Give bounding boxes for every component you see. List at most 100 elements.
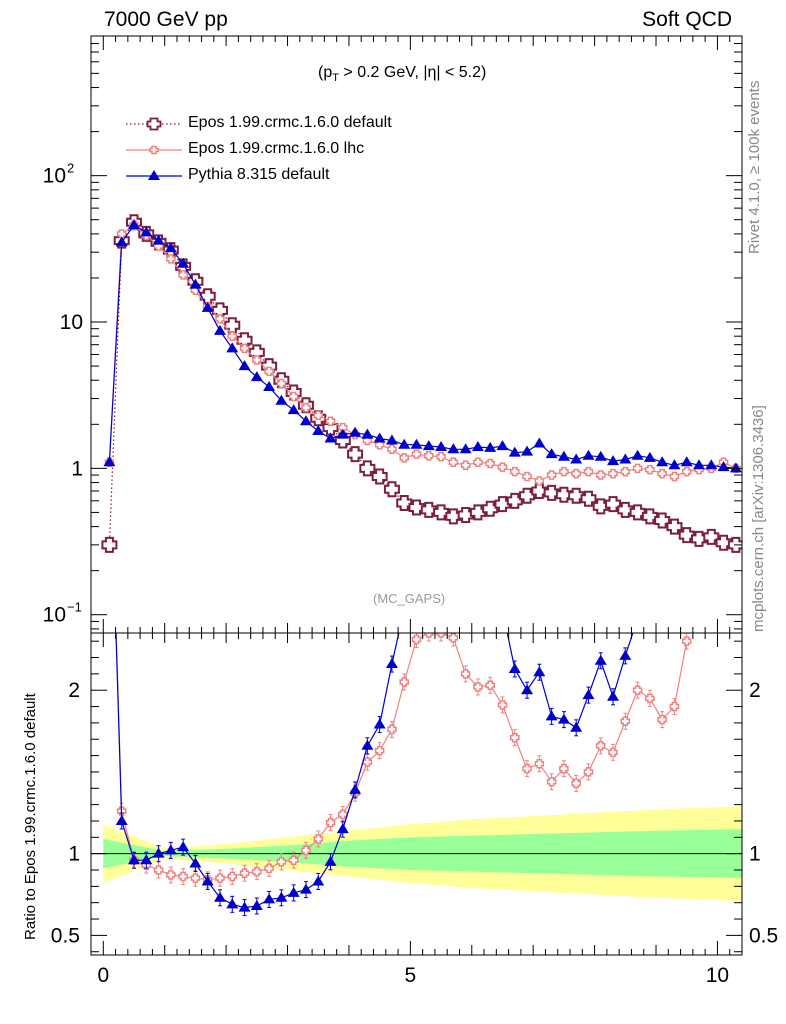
ratio-point-epos-lhc <box>227 871 238 882</box>
ratio-point-epos-lhc <box>632 685 643 695</box>
ratio-point-pythia <box>570 721 583 732</box>
ratio-point-epos-lhc <box>657 714 667 725</box>
main-point-epos-default <box>101 536 118 553</box>
analysis-watermark: (MC_GAPS) <box>373 591 446 606</box>
main-point-pythia <box>115 236 128 247</box>
ratio-point-pythia <box>127 854 140 865</box>
ratio-point-pythia <box>632 612 644 622</box>
main-point-pythia <box>680 456 693 467</box>
main-point-epos-default <box>494 496 511 513</box>
y-tick-exponent: 2 <box>67 161 74 176</box>
ratio-point-epos-lhc <box>411 634 422 645</box>
main-point-pythia <box>545 448 558 459</box>
main-point-epos-default <box>519 487 536 504</box>
ratio-point-pythia <box>545 710 558 721</box>
ratio-point-pythia <box>557 713 570 724</box>
ratio-point-pythia <box>324 855 337 866</box>
main-point-epos-default <box>654 512 671 529</box>
main-point-epos-default <box>482 500 499 517</box>
main-point-epos-default <box>605 496 622 513</box>
main-point-pythia <box>557 450 570 461</box>
main-point-pythia <box>435 440 448 451</box>
main-point-epos-default <box>678 527 695 544</box>
ratio-point-pythia <box>238 901 251 912</box>
ratio-point-epos-lhc <box>436 633 446 638</box>
ratio-point-pythia <box>693 491 705 501</box>
main-point-pythia <box>103 456 116 467</box>
ratio-point-epos-lhc <box>669 701 680 712</box>
legend-marker-pythia <box>126 170 182 180</box>
ratio-point-epos-lhc <box>583 767 594 777</box>
main-point-pythia <box>140 226 153 237</box>
ratio-point-epos-lhc <box>166 870 176 880</box>
main-point-epos-lhc <box>534 476 545 486</box>
main-point-pythia <box>201 301 214 312</box>
ratio-y-tick-label-left: 1 <box>68 843 80 866</box>
ratio-point-epos-lhc <box>595 741 606 751</box>
ratio-point-pythia <box>607 690 620 701</box>
main-point-epos-lhc <box>460 460 471 471</box>
ratio-y-tick-label-right: 2 <box>749 679 761 702</box>
cut-label-subscript: T <box>332 72 339 85</box>
main-point-epos-lhc <box>497 462 508 472</box>
ratio-point-pythia <box>152 847 165 858</box>
main-point-epos-lhc <box>669 471 680 482</box>
main-point-epos-lhc <box>227 331 238 341</box>
main-panel-series <box>101 214 742 553</box>
ratio-point-pythia <box>115 814 128 825</box>
x-tick-label: 5 <box>405 964 417 987</box>
ratio-point-pythia <box>705 506 717 516</box>
ratio-point-pythia <box>189 857 202 868</box>
main-point-pythia <box>619 453 632 464</box>
main-point-pythia <box>729 462 742 473</box>
ratio-point-pythia <box>521 684 534 695</box>
main-point-epos-default <box>199 288 216 305</box>
ratio-point-pythia <box>533 666 546 677</box>
ratio-point-epos-lhc <box>510 732 520 743</box>
main-point-epos-default <box>408 499 425 516</box>
ratio-point-pythia <box>164 844 177 855</box>
ratio-point-pythia <box>299 883 312 894</box>
legend-label-epos-lhc: Epos 1.99.crmc.1.6.0 lhc <box>188 140 365 157</box>
ratio-point-pythia <box>373 718 386 729</box>
ratio-point-pythia <box>447 542 459 552</box>
main-point-epos-default <box>592 498 609 515</box>
ratio-point-pythia <box>385 658 398 669</box>
ratio-point-pythia <box>435 553 447 563</box>
main-point-epos-default <box>691 530 708 547</box>
ratio-panel-frame <box>90 632 743 956</box>
ratio-point-epos-lhc <box>681 636 692 646</box>
main-point-epos-lhc <box>325 416 336 426</box>
ratio-point-epos-lhc <box>608 747 618 758</box>
main-point-epos-lhc <box>559 466 569 477</box>
ratio-point-pythia <box>472 553 484 563</box>
ratio-point-pythia <box>656 602 668 612</box>
ratio-point-epos-lhc <box>620 716 631 727</box>
main-point-pythia <box>656 456 669 467</box>
main-point-epos-default <box>629 504 646 521</box>
main-point-epos-lhc <box>387 444 397 455</box>
main-point-epos-lhc <box>510 466 520 477</box>
main-point-pythia <box>263 380 276 391</box>
ratio-point-pythia <box>226 898 239 909</box>
mc-uncertainty-band <box>91 806 742 902</box>
main-point-pythia <box>152 234 165 245</box>
x-tick-label: 10 <box>706 964 729 987</box>
main-point-epos-lhc <box>436 452 446 462</box>
ratio-point-epos-lhc <box>546 776 557 787</box>
main-point-epos-default <box>580 490 597 507</box>
main-point-pythia <box>643 451 656 462</box>
main-point-pythia <box>693 459 706 470</box>
main-point-pythia <box>533 437 546 448</box>
ratio-point-pythia <box>263 893 276 904</box>
y-tick-label: 10 <box>43 604 66 627</box>
main-point-pythia <box>570 453 583 464</box>
main-point-epos-default <box>617 501 634 518</box>
main-point-pythia <box>447 443 460 454</box>
main-point-pythia <box>250 371 263 382</box>
ratio-point-pythia <box>287 886 300 897</box>
x-tick-label: 0 <box>97 964 109 987</box>
main-point-epos-default <box>703 528 720 545</box>
legend-marker-epos-default <box>126 117 182 131</box>
main-point-pythia <box>631 449 644 460</box>
